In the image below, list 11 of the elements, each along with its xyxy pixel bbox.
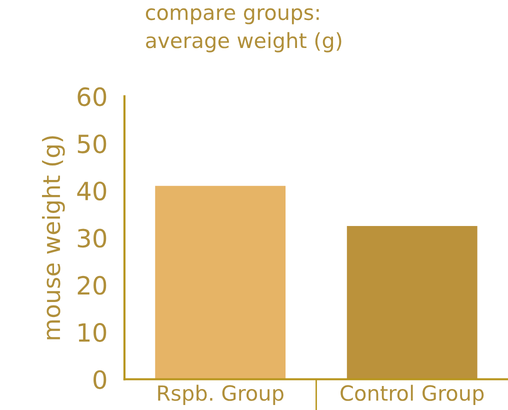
y-tick-label: 20: [78, 276, 106, 295]
x-tick-label: Rspb. Group: [158, 384, 284, 405]
y-tick-label: 0: [94, 370, 106, 390]
y-tick-label: 30: [78, 228, 106, 248]
y-tick-label: 60: [78, 87, 106, 106]
y-tick-label: 40: [77, 182, 106, 201]
y-tick-label: 50: [78, 134, 106, 154]
chart-title: compare groups: average weight (g): [146, 8, 342, 52]
y-axis-title: mouse weight (g): [42, 136, 65, 340]
x-tick-label: Control Group: [340, 384, 484, 405]
y-tick-label: 10: [78, 323, 106, 342]
